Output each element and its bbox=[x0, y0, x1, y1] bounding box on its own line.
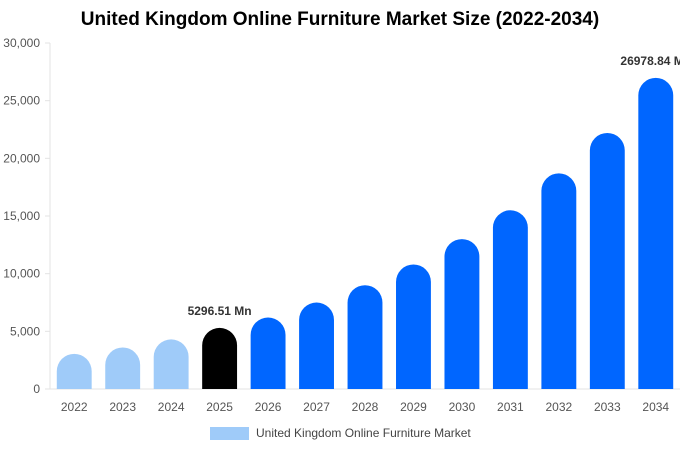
x-tick-label: 2029 bbox=[400, 400, 427, 414]
legend-swatch bbox=[210, 426, 249, 440]
bar-2033[interactable] bbox=[589, 132, 625, 389]
bar-2024[interactable] bbox=[153, 339, 189, 389]
bar-2032[interactable] bbox=[541, 173, 577, 389]
x-tick-label: 2024 bbox=[158, 400, 185, 414]
x-tick-label: 2031 bbox=[497, 400, 524, 414]
y-tick-label: 30,000 bbox=[3, 36, 40, 50]
data-label: 26978.84 Mn bbox=[620, 54, 680, 68]
x-tick-label: 2033 bbox=[594, 400, 621, 414]
bar-2025[interactable] bbox=[202, 327, 238, 389]
bar-2029[interactable] bbox=[396, 264, 431, 389]
y-tick-label: 20,000 bbox=[3, 151, 40, 165]
y-tick-label: 10,000 bbox=[3, 267, 40, 281]
x-tick-label: 2034 bbox=[642, 400, 669, 414]
bar-2023[interactable] bbox=[105, 347, 141, 389]
bar-2034[interactable] bbox=[638, 77, 674, 390]
x-tick-label: 2025 bbox=[206, 400, 233, 414]
legend[interactable]: United Kingdom Online Furniture Market bbox=[210, 426, 471, 440]
y-tick-label: 15,000 bbox=[3, 209, 40, 223]
bar-2030[interactable] bbox=[444, 239, 480, 389]
x-tick-label: 2026 bbox=[255, 400, 282, 414]
axes: 0 5,000 10,000 15,000 20,000 25,000 30,000 2022… bbox=[3, 36, 680, 414]
bar-2022[interactable] bbox=[56, 353, 92, 389]
data-label: 5296.51 Mn bbox=[188, 304, 252, 318]
y-tick-label: 25,000 bbox=[3, 94, 40, 108]
x-tick-label: 2028 bbox=[352, 400, 379, 414]
y-tick-label: 0 bbox=[33, 382, 40, 396]
bars bbox=[56, 77, 674, 390]
labels: 5296.51 Mn 26978.84 Mn bbox=[188, 54, 680, 318]
chart-title: United Kingdom Online Furniture Market S… bbox=[80, 9, 600, 30]
x-tick-label: 2022 bbox=[61, 400, 88, 414]
y-tick-label: 5,000 bbox=[10, 324, 40, 338]
legend-label: United Kingdom Online Furniture Market bbox=[256, 426, 471, 440]
x-tick-label: 2032 bbox=[545, 400, 572, 414]
x-tick-label: 2027 bbox=[303, 400, 330, 414]
bar-2031[interactable] bbox=[492, 210, 528, 389]
bar-2028[interactable] bbox=[347, 285, 383, 389]
bar-2026[interactable] bbox=[250, 317, 286, 389]
bar-2027[interactable] bbox=[299, 302, 334, 390]
x-tick-label: 2030 bbox=[449, 400, 476, 414]
x-tick-label: 2023 bbox=[109, 400, 136, 414]
